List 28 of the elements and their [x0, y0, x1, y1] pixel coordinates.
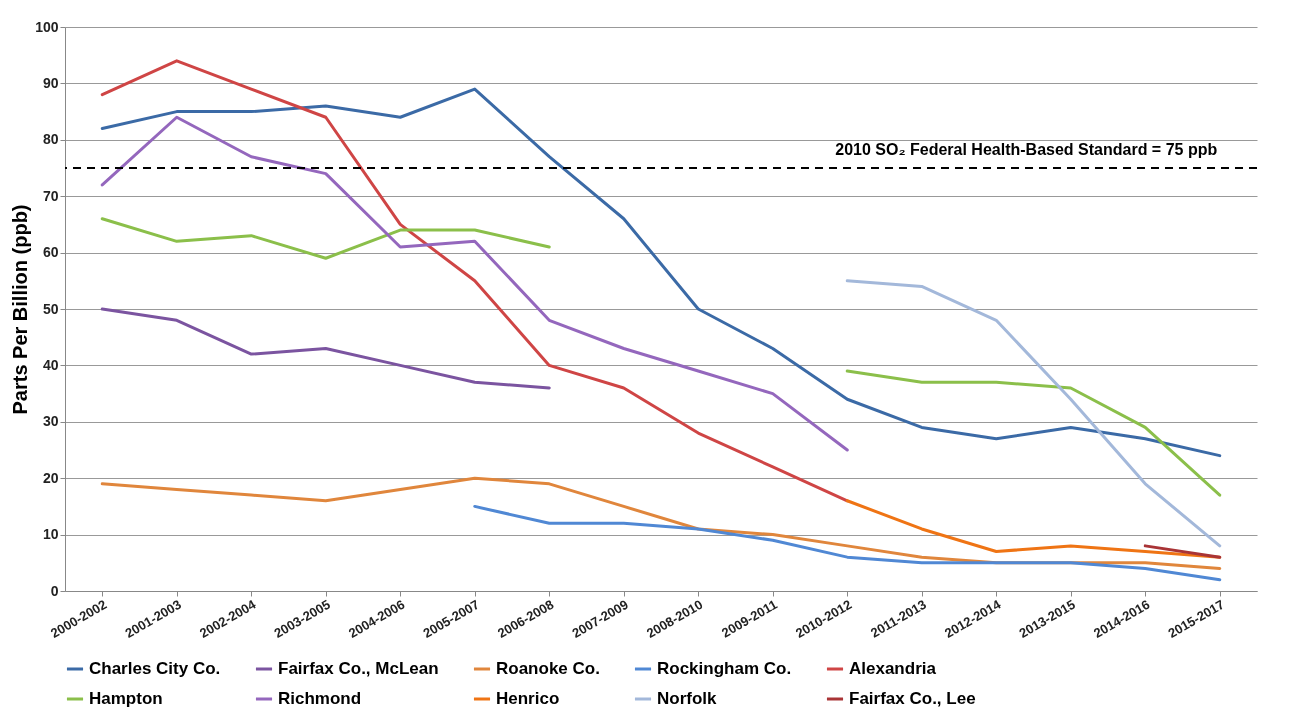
line-series [100, 307, 551, 390]
y-tick-label: 50 [42, 300, 59, 317]
line-series [845, 499, 1222, 559]
y-tick-label: 30 [42, 413, 59, 430]
line-series [845, 279, 1222, 548]
line-series [473, 504, 1222, 582]
y-tick-label: 100 [35, 18, 59, 35]
legend-label: Hampton [89, 689, 163, 708]
legend-label: Charles City Co. [89, 659, 221, 678]
y-tick-label: 80 [42, 131, 59, 148]
legend-label: Fairfax Co., McLean [278, 659, 439, 678]
ref-line-label: 2010 SO₂ Federal Health-Based Standard = 75 ppb [835, 141, 1218, 158]
legend-label: Rockingham Co. [657, 659, 792, 678]
y-tick-label: 10 [42, 526, 59, 543]
y-tick-label: 90 [42, 74, 59, 91]
y-tick-label: 0 [50, 582, 59, 599]
legend-label: Richmond [278, 689, 362, 708]
legend-label: Roanoke Co. [496, 659, 600, 678]
y-tick-label: 40 [42, 356, 59, 373]
legend-label: Henrico [496, 689, 560, 708]
legend-label: Norfolk [657, 689, 718, 708]
line-series [100, 87, 1222, 458]
y-tick-label: 20 [42, 469, 59, 486]
legend-label: Fairfax Co., Lee [849, 689, 976, 708]
y-tick-label: 60 [42, 244, 59, 261]
y-tick-label: 70 [42, 187, 59, 204]
y-axis-title: Parts Per Billion (ppb) [9, 204, 32, 415]
legend-label: Alexandria [849, 659, 937, 678]
